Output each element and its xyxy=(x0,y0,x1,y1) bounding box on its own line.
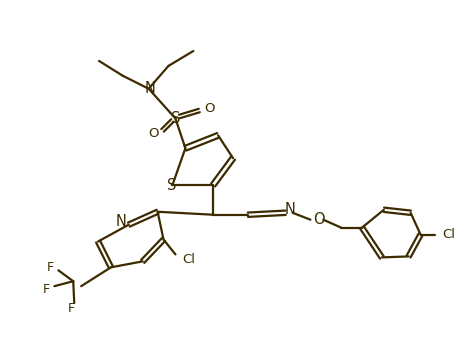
Text: O: O xyxy=(204,102,214,115)
Text: O: O xyxy=(149,127,159,140)
Text: N: N xyxy=(115,214,126,229)
Text: N: N xyxy=(144,81,155,96)
Text: F: F xyxy=(68,302,75,315)
Text: S: S xyxy=(167,179,176,193)
Text: F: F xyxy=(47,261,54,274)
Text: Cl: Cl xyxy=(442,228,455,241)
Text: F: F xyxy=(43,283,50,296)
Text: N: N xyxy=(285,202,296,217)
Text: S: S xyxy=(171,111,180,126)
Text: Cl: Cl xyxy=(182,253,195,266)
Text: O: O xyxy=(313,212,325,227)
